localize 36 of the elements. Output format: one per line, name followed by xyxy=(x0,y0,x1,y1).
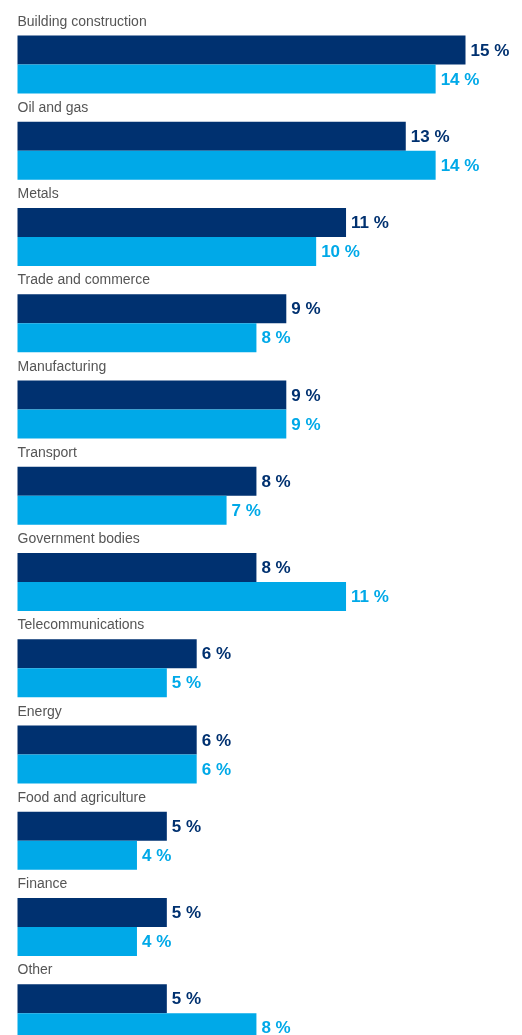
data-label: 13 % xyxy=(410,126,450,146)
data-label: 11 % xyxy=(351,587,389,606)
data-label: 5 % xyxy=(171,903,202,922)
y-tick-label: Finance xyxy=(17,875,68,891)
y-tick-label: Building construction xyxy=(17,12,147,29)
data-label: 9 % xyxy=(291,385,321,405)
data-label: 7 % xyxy=(231,500,261,520)
y-tick-label: Food and agriculture xyxy=(17,788,147,805)
y-tick-label: Oil and gas xyxy=(17,98,89,115)
data-label: 9 % xyxy=(291,299,321,319)
data-label: 14 % xyxy=(440,69,480,89)
data-label: 8 % xyxy=(261,328,291,348)
data-label: 6 % xyxy=(201,644,231,664)
data-label: 8 % xyxy=(261,1018,291,1035)
data-label: 4 % xyxy=(141,932,172,951)
y-tick-label: Government bodies xyxy=(17,530,140,546)
data-label: 8 % xyxy=(261,558,291,577)
data-label: 15 % xyxy=(470,40,510,60)
data-label: 6 % xyxy=(201,759,231,779)
data-label: 5 % xyxy=(171,816,202,836)
data-label: 14 % xyxy=(440,155,480,175)
y-tick-label: Telecommunications xyxy=(17,616,145,633)
y-tick-label: Transport xyxy=(17,443,77,460)
data-label: 5 % xyxy=(171,989,202,1009)
data-label: 11 % xyxy=(351,213,389,232)
y-tick-label: Trade and commerce xyxy=(17,271,151,288)
data-label: 10 % xyxy=(321,242,360,261)
y-tick-label: Other xyxy=(17,961,53,978)
data-label: 8 % xyxy=(261,471,291,491)
y-tick-label: Energy xyxy=(17,702,62,719)
data-label: 5 % xyxy=(171,673,202,693)
y-tick-label: Manufacturing xyxy=(17,357,107,374)
y-tick-label: Metals xyxy=(17,185,59,201)
data-label: 4 % xyxy=(141,845,172,865)
data-label: 6 % xyxy=(201,730,231,750)
data-label: 9 % xyxy=(291,414,321,434)
